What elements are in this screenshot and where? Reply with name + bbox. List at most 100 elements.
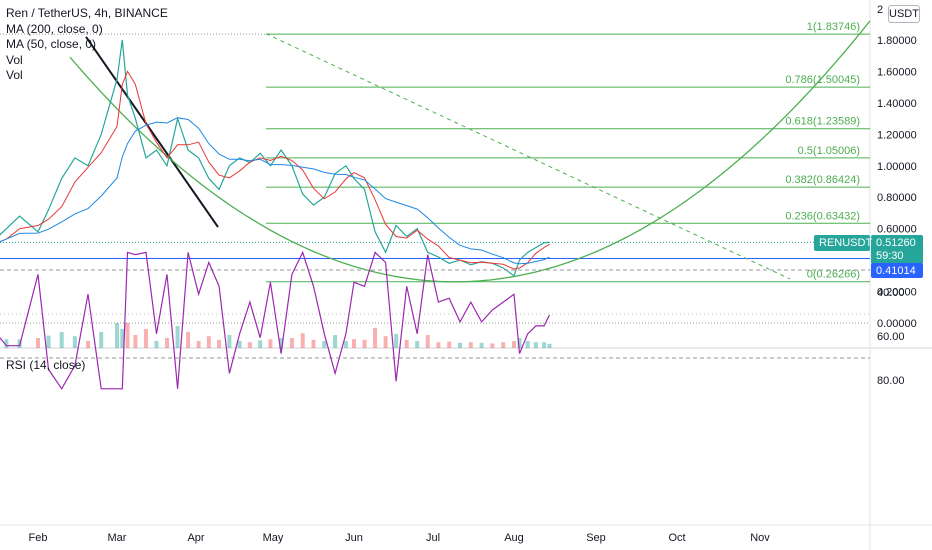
fib-level-label: 0.236(0.63432) — [785, 210, 860, 222]
volume-bar — [86, 341, 91, 348]
volume-bar — [36, 338, 40, 348]
price-tick-label: 0.20000 — [877, 287, 917, 299]
volume-bar — [468, 342, 473, 348]
volume-bar — [46, 335, 51, 348]
axes: 0.000000.200000.400000.600000.800001.000… — [29, 35, 923, 544]
volume-bar — [154, 341, 159, 348]
ma200-line — [0, 117, 550, 265]
time-tick-label: May — [263, 532, 284, 544]
volume-bar — [165, 338, 170, 348]
volume-bar — [490, 343, 495, 348]
time-tick-label: Sep — [586, 532, 606, 544]
volume-bar — [517, 338, 522, 348]
volume-bar — [343, 341, 348, 348]
volume-bar — [322, 341, 327, 348]
rsi-tick-label: 40.00 — [877, 287, 905, 299]
volume-bar — [333, 335, 338, 348]
legend-vol1[interactable]: Vol — [6, 52, 23, 67]
time-tick-label: Apr — [187, 532, 204, 544]
rsi-tick-label: 80.00 — [877, 375, 905, 387]
price-tick-label: 0.00000 — [877, 318, 917, 330]
volume-bar — [72, 336, 77, 348]
volume-bar — [258, 340, 263, 348]
fib-level-label: 0(0.26266) — [807, 269, 860, 281]
time-tick-label: Aug — [504, 532, 524, 544]
volume-bar — [436, 342, 441, 348]
volume-bar — [533, 342, 538, 348]
time-tick-label: Mar — [108, 532, 127, 544]
volume-bar — [425, 335, 430, 348]
volume-bar — [115, 323, 119, 348]
price-tag-value-bg — [871, 235, 923, 264]
legend-ma50[interactable]: MA (50, close, 0) — [6, 37, 97, 51]
rsi-panel — [0, 250, 870, 390]
volume-bar — [120, 329, 125, 348]
volume-bar — [133, 335, 138, 348]
price-line — [0, 39, 550, 277]
volume-bar — [59, 332, 64, 348]
trend-line — [85, 36, 219, 228]
fib-level-label: 0.382(0.86424) — [785, 174, 860, 186]
chart-legend: Ren / TetherUS, 4h, BINANCE MA (200, clo… — [6, 6, 168, 84]
arc-curve — [69, 20, 871, 283]
level-tag: 0.41014 — [876, 265, 916, 277]
rsi-line — [0, 250, 551, 390]
volume-bar — [237, 341, 242, 348]
legend-symbol[interactable]: Ren / TetherUS, 4h, BINANCE — [6, 6, 168, 20]
time-tick-label: Nov — [750, 532, 770, 544]
volume-bar — [501, 342, 506, 348]
volume-bar — [99, 332, 104, 348]
rsi-legend[interactable]: RSI (14, close) — [6, 358, 86, 372]
fib-level-label: 0.786(1.50045) — [785, 74, 860, 86]
volume-bar — [300, 333, 305, 348]
legend-vol2[interactable]: Vol — [6, 68, 23, 82]
fib-level-label: 0.618(1.23589) — [785, 116, 860, 128]
time-tick-label: Jul — [426, 532, 440, 544]
time-tick-label: Feb — [29, 532, 48, 544]
currency-button[interactable]: USDT — [888, 5, 920, 23]
fib-level-label: 0.5(1.05006) — [798, 145, 860, 157]
rsi-tick-label: 60.00 — [877, 331, 905, 343]
volume-bars — [4, 323, 552, 348]
volume-bar — [373, 327, 378, 348]
volume-bar — [479, 342, 484, 348]
volume-bar — [547, 343, 552, 348]
volume-bar — [447, 341, 452, 348]
volume-bar — [175, 326, 180, 348]
price-tick-label: 0.60000 — [877, 224, 917, 236]
volume-bar — [525, 341, 530, 348]
volume-bar — [4, 339, 9, 348]
volume-bar — [404, 339, 409, 348]
legend-ma200[interactable]: MA (200, close, 0) — [6, 21, 103, 36]
volume-bar — [512, 341, 516, 348]
drawings — [0, 20, 871, 283]
price-tick-label: 1.00000 — [877, 161, 917, 173]
price-series — [0, 39, 550, 277]
time-tick-label: Jun — [345, 532, 363, 544]
price-tag-symbol-bg — [814, 235, 870, 251]
volume-bar — [143, 329, 148, 348]
dashed-trend-line — [265, 33, 791, 280]
fib-retracement: 1(1.83746) 0.786(1.50045) 0.618(1.23589) 0.… — [266, 21, 870, 283]
fib-level-label: 1(1.83746) — [807, 21, 860, 33]
price-tag-countdown: 59:30 — [876, 250, 904, 262]
volume-bar — [247, 342, 252, 348]
volume-bar — [206, 336, 211, 348]
ma50-line — [0, 70, 550, 270]
price-tick-label: 1.80000 — [877, 35, 917, 47]
price-tick-label: 1.40000 — [877, 98, 917, 110]
time-tick-label: Oct — [668, 532, 685, 544]
volume-bar — [227, 335, 232, 348]
price-tag-symbol: RENUSDT — [819, 237, 873, 249]
volume-bar — [268, 339, 273, 348]
volume-bar — [125, 323, 130, 348]
top-tick: 2 — [877, 4, 884, 16]
price-tick-label: 1.20000 — [877, 129, 917, 141]
volume-bar — [383, 336, 388, 348]
level-tag-bg — [871, 263, 923, 278]
volume-bar — [352, 339, 356, 348]
price-tick-label: 1.60000 — [877, 66, 917, 78]
